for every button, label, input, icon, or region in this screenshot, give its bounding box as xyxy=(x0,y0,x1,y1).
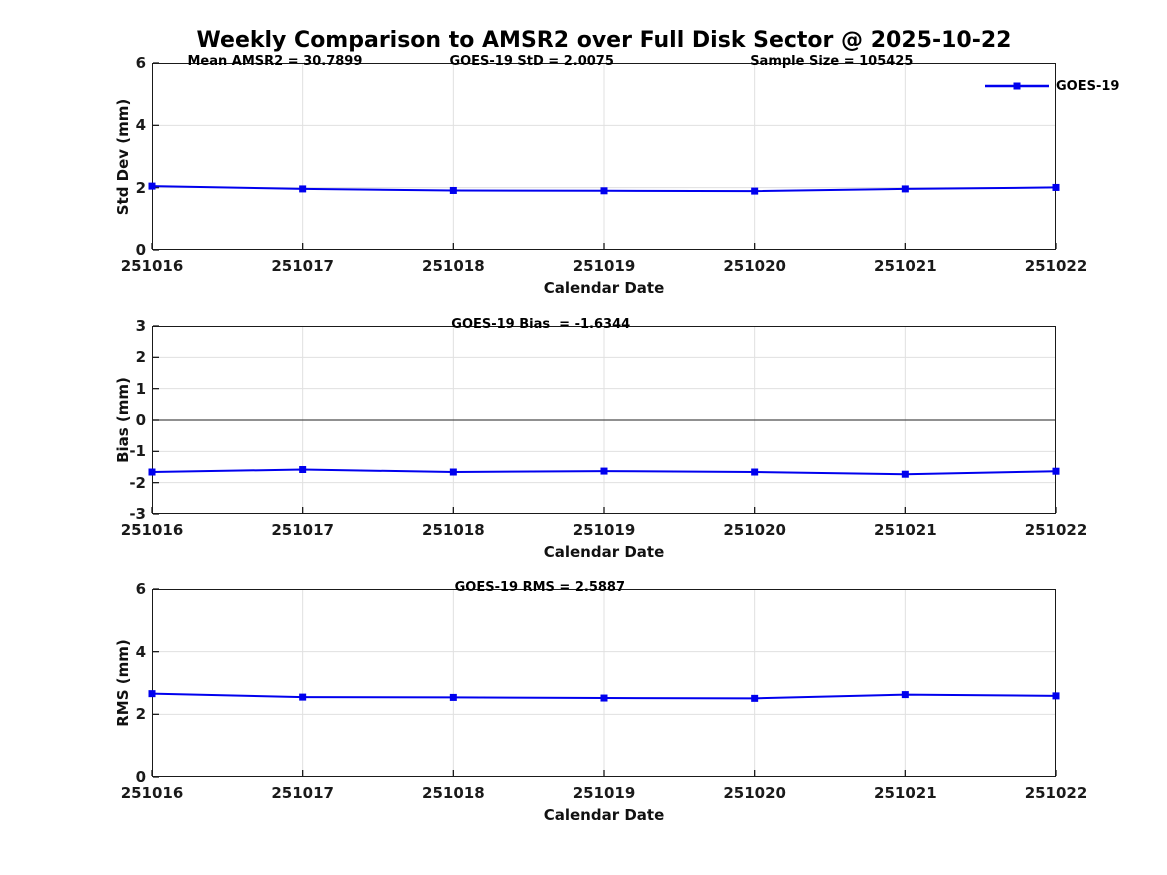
data-point-marker xyxy=(751,468,759,476)
data-point-marker xyxy=(901,470,909,478)
data-point-marker xyxy=(449,186,457,194)
annotation: GOES-19 RMS = 2.5887 xyxy=(454,580,626,595)
x-tick-label: 251022 xyxy=(1024,784,1088,802)
x-axis-label: Calendar Date xyxy=(543,279,665,297)
x-tick-label: 251020 xyxy=(723,521,786,539)
x-tick-label: 251019 xyxy=(572,521,636,539)
x-axis-label: Calendar Date xyxy=(543,543,665,561)
data-point-marker xyxy=(299,466,307,474)
y-tick-label: 4 xyxy=(135,642,146,661)
x-tick-label: 251020 xyxy=(723,784,786,802)
data-point-marker xyxy=(751,187,759,195)
legend-label: GOES-19 xyxy=(1056,78,1120,94)
data-point-marker xyxy=(148,468,156,476)
data-point-marker xyxy=(1052,467,1060,475)
x-tick-label: 251016 xyxy=(120,257,184,275)
x-tick-label: 251017 xyxy=(271,257,334,275)
data-point-marker xyxy=(299,693,307,701)
y-tick-label: 1 xyxy=(135,379,146,398)
y-tick-label: -3 xyxy=(129,505,146,523)
legend-line-icon xyxy=(985,82,1049,90)
y-tick-label: 2 xyxy=(135,348,146,367)
data-point-marker xyxy=(600,187,608,195)
y-tick-label: 0 xyxy=(135,241,146,259)
data-point-marker xyxy=(901,185,909,193)
y-tick-label: 0 xyxy=(135,411,146,429)
x-tick-label: 251016 xyxy=(120,521,184,539)
x-tick-label: 251016 xyxy=(120,784,184,802)
x-tick-label: 251018 xyxy=(422,257,485,275)
axis-box xyxy=(152,326,1056,514)
annotation: GOES-19 Bias = -1.6344 xyxy=(451,317,631,332)
figure-title: Weekly Comparison to AMSR2 over Full Dis… xyxy=(196,28,1012,53)
data-point-marker xyxy=(751,694,759,702)
rms-panel-plot xyxy=(148,588,1060,778)
data-point-marker xyxy=(299,185,307,193)
y-tick-label: 2 xyxy=(135,705,146,724)
y-tick-label: 6 xyxy=(135,580,146,598)
y-tick-label: 6 xyxy=(135,54,146,72)
x-tick-label: 251017 xyxy=(271,521,334,539)
y-tick-label: 4 xyxy=(135,116,146,135)
x-tick-label: 251022 xyxy=(1024,257,1088,275)
y-tick-label: -1 xyxy=(129,442,146,461)
annotation: Mean AMSR2 = 30.7899 xyxy=(187,54,363,69)
y-tick-label: 3 xyxy=(135,317,146,335)
x-axis-label: Calendar Date xyxy=(543,806,665,824)
y-tick-label: 2 xyxy=(135,178,146,197)
x-tick-label: 251021 xyxy=(874,521,937,539)
legend: GOES-19 xyxy=(985,78,1119,94)
y-tick-label: -2 xyxy=(129,473,146,492)
data-point-marker xyxy=(600,694,608,702)
std-dev-panel-plot xyxy=(148,62,1060,251)
x-tick-label: 251017 xyxy=(271,784,334,802)
y-tick-label: 0 xyxy=(135,768,146,786)
x-tick-label: 251018 xyxy=(422,521,485,539)
data-point-marker xyxy=(449,468,457,476)
data-point-marker xyxy=(901,691,909,699)
data-point-marker xyxy=(449,693,457,701)
annotation: GOES-19 StD = 2.0075 xyxy=(449,54,614,69)
x-tick-label: 251021 xyxy=(874,257,937,275)
x-tick-label: 251019 xyxy=(572,257,636,275)
x-tick-label: 251020 xyxy=(723,257,786,275)
axis-box xyxy=(152,63,1056,250)
x-tick-label: 251021 xyxy=(874,784,937,802)
data-point-marker xyxy=(148,182,156,190)
bias-panel-plot xyxy=(148,325,1060,515)
data-point-marker xyxy=(1052,692,1060,700)
annotation: Sample Size = 105425 xyxy=(750,54,914,69)
x-tick-label: 251019 xyxy=(572,784,636,802)
data-point-marker xyxy=(148,690,156,698)
axis-box xyxy=(152,589,1056,777)
data-point-marker xyxy=(600,467,608,475)
x-tick-label: 251018 xyxy=(422,784,485,802)
data-point-marker xyxy=(1052,183,1060,191)
x-tick-label: 251022 xyxy=(1024,521,1088,539)
